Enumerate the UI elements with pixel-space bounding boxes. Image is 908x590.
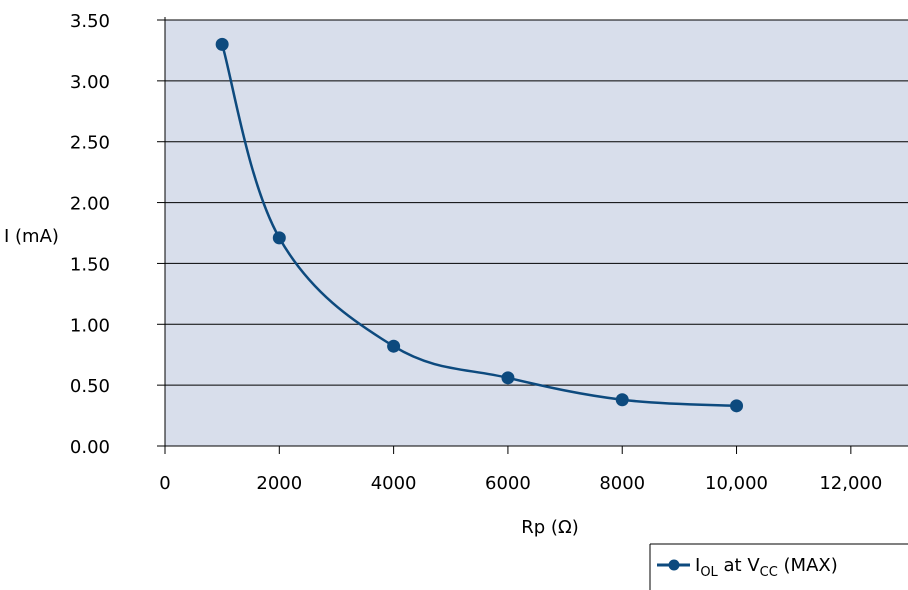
y-tick-label: 1.50	[70, 254, 110, 275]
legend-label-part1: I	[695, 555, 700, 576]
grid-lines	[165, 19, 908, 386]
y-tick-label: 1.00	[70, 315, 110, 336]
data-point	[615, 393, 629, 407]
data-point	[387, 339, 401, 353]
series-layer	[215, 37, 744, 413]
x-tick-label: 10,000	[705, 473, 768, 494]
legend-label-sub1: OL	[700, 565, 718, 580]
x-tick-label: 8000	[599, 473, 645, 494]
x-tick-label: 6000	[485, 473, 531, 494]
x-tick-label: 2000	[256, 473, 302, 494]
x-axis-title: Rp (Ω)	[521, 517, 578, 538]
y-axis-ticks: 0.00 0.50 1.00 1.50 2.00 2.50 3.00 3.50	[70, 11, 110, 458]
x-tick-label: 0	[159, 473, 170, 494]
y-tick-label: 3.00	[70, 72, 110, 93]
legend-series-label: IOL at VCC (MAX)	[695, 555, 838, 580]
legend-series-marker	[668, 559, 680, 571]
y-tick-label: 0.00	[70, 437, 110, 458]
legend-label-sub2: CC	[760, 565, 778, 580]
legend: IOL at VCC (MAX)	[649, 543, 908, 590]
legend-label-part3: (MAX)	[778, 555, 838, 576]
y-tick-label: 2.00	[70, 194, 110, 215]
y-tick-label: 3.50	[70, 11, 110, 32]
y-axis-title: I (mA)	[4, 226, 59, 247]
data-point	[215, 37, 229, 51]
axes	[157, 17, 908, 454]
data-point	[730, 399, 744, 413]
data-point	[501, 371, 515, 385]
plot-area	[165, 20, 908, 446]
y-tick-label: 0.50	[70, 376, 110, 397]
legend-label-part2: at V	[718, 555, 761, 576]
data-point	[272, 231, 286, 245]
x-tick-label: 4000	[371, 473, 417, 494]
x-axis-ticks: 0 2000 4000 6000 8000 10,000 12,000	[159, 473, 882, 494]
x-tick-label: 12,000	[819, 473, 882, 494]
y-tick-label: 2.50	[70, 133, 110, 154]
